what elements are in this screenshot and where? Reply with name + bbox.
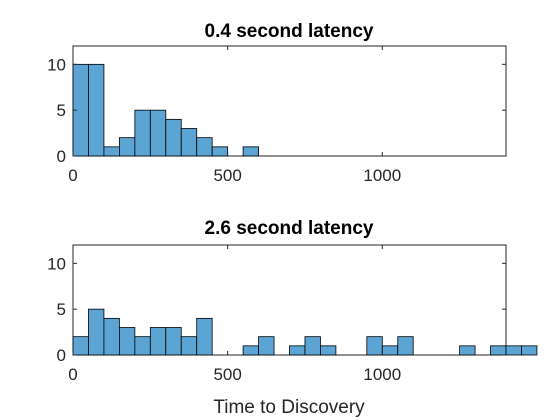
histogram-bar: [320, 345, 337, 356]
histogram-bar: [134, 109, 151, 157]
histogram-bar: [149, 327, 167, 356]
subplot-bottom-ticks: 0 500 1000 0 5 10: [47, 245, 506, 384]
histogram-bar: [211, 146, 229, 157]
histogram-bar: [505, 345, 522, 356]
histogram-bar: [304, 336, 321, 356]
histogram-bar: [103, 146, 120, 157]
x-tick-label: 0: [68, 166, 77, 185]
subplot-bottom: 2.6 second latency 0 500 1000 0 5 10: [47, 218, 538, 384]
y-tick-label: 10: [47, 55, 66, 74]
subplot-bottom-title: 2.6 second latency: [205, 218, 374, 239]
x-tick-label: 1000: [363, 166, 401, 185]
subplot-top: 0.4 second latency 0 500 1000 0 5 10: [47, 21, 507, 185]
histogram-bar: [88, 308, 105, 356]
y-tick-label: 5: [57, 300, 66, 319]
subplot-top-bars: [72, 63, 259, 157]
subplot-bottom-bars: [72, 308, 538, 356]
histogram-bar: [118, 327, 136, 356]
histogram-bar: [165, 327, 182, 356]
histogram-bar: [521, 345, 538, 356]
x-axis-label: Time to Discovery: [213, 397, 365, 418]
histogram-bar: [180, 336, 198, 356]
x-tick-label: 1000: [363, 365, 401, 384]
x-tick-label: 500: [213, 166, 241, 185]
histogram-bar: [165, 118, 182, 157]
histogram-bar: [103, 317, 120, 356]
histogram-bar: [242, 146, 259, 157]
histogram-bar: [242, 345, 259, 356]
y-tick-label: 0: [57, 346, 66, 365]
histogram-bar: [72, 336, 89, 356]
histogram-bar: [459, 345, 476, 356]
histogram-bar: [490, 345, 507, 356]
histogram-bar: [88, 63, 105, 157]
histogram-bar: [180, 128, 198, 157]
y-tick-label: 0: [57, 147, 66, 166]
histogram-bar: [118, 137, 136, 157]
histogram-bar: [149, 109, 167, 157]
y-tick-label: 10: [47, 254, 66, 273]
subplot-top-ticks: 0 500 1000 0 5 10: [47, 46, 506, 185]
histogram-bar: [196, 317, 213, 356]
x-tick-label: 0: [68, 365, 77, 384]
histogram-bar: [134, 336, 151, 356]
histogram-bar: [258, 336, 275, 356]
x-tick-label: 500: [213, 365, 241, 384]
histogram-bar: [196, 137, 213, 157]
histogram-bar: [366, 336, 383, 356]
histogram-bar: [289, 345, 306, 356]
histogram-bar: [397, 336, 414, 356]
subplot-top-title: 0.4 second latency: [205, 21, 374, 42]
histogram-bar: [381, 345, 399, 356]
y-tick-label: 5: [57, 101, 66, 120]
